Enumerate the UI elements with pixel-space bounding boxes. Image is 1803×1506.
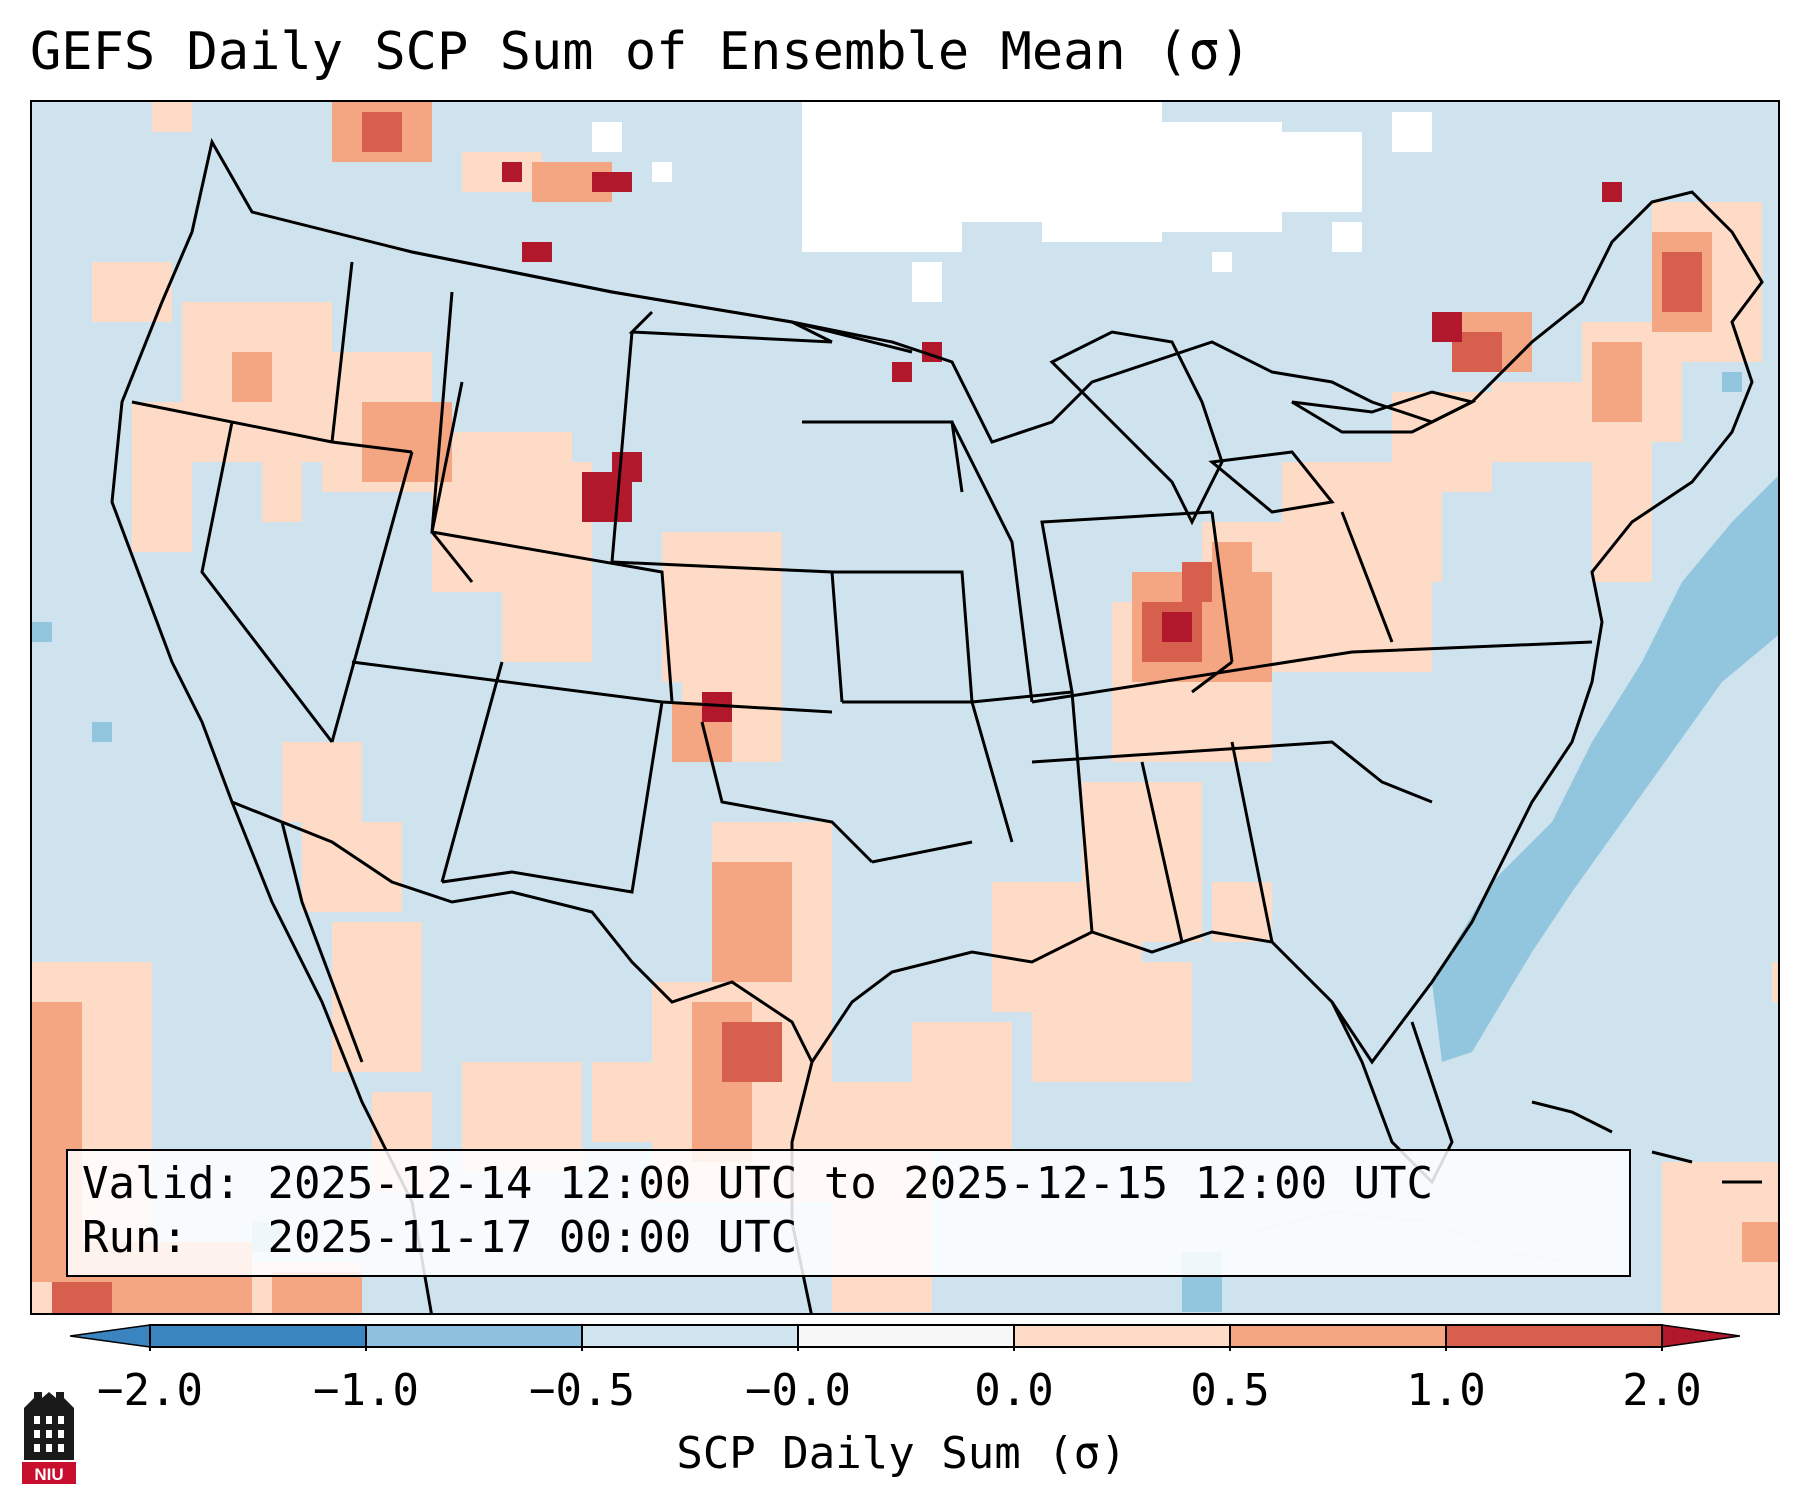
valid-label: Valid: <box>82 1158 241 1209</box>
great-lakes <box>1049 330 1477 526</box>
canada-border <box>411 250 913 354</box>
weak-positive-anomaly <box>32 102 1778 1313</box>
run-label: Run: <box>82 1212 188 1263</box>
colorbar-tick-label: −2.0 <box>97 1365 203 1416</box>
niu-logo: NIU <box>22 1392 76 1484</box>
near-zero-region <box>592 102 1432 302</box>
map-panel[interactable] <box>30 100 1780 1315</box>
colorbar-segment-5 <box>1014 1325 1230 1347</box>
colorbar-segment-3 <box>582 1325 798 1347</box>
valid-run-info-box: Valid: 2025-12-14 12:00 UTC to 2025-12-1… <box>66 1149 1631 1277</box>
colorbar-label: SCP Daily Sum (σ) <box>676 1428 1127 1479</box>
colorbar-tick-label: 1.0 <box>1406 1365 1486 1416</box>
colorbar-tick-label: 0.0 <box>974 1365 1054 1416</box>
colorbar-tick-label: −1.0 <box>313 1365 419 1416</box>
colorbar-segment-2 <box>366 1325 582 1347</box>
baja <box>280 821 364 1063</box>
colorbar-high-extend <box>1661 1324 1740 1348</box>
colorbar-low-extend <box>70 1324 151 1348</box>
map-canvas <box>32 102 1778 1313</box>
colorbar-segment-1 <box>150 1325 366 1347</box>
us-outline <box>110 137 1764 1065</box>
chart-title: GEFS Daily SCP Sum of Ensemble Mean (σ) <box>30 22 1251 82</box>
state-lines-central <box>791 320 1593 943</box>
colorbar-segment-4 <box>798 1325 1014 1347</box>
colorbar-tick-label: 0.5 <box>1190 1365 1270 1416</box>
colorbar <box>70 1324 1740 1351</box>
extreme-positive-anomaly <box>502 162 1622 722</box>
colorbar-segment-6 <box>1230 1325 1446 1347</box>
caribbean-islands <box>1531 1100 1762 1184</box>
logo-text: NIU <box>34 1465 63 1484</box>
colorbar-segment-7 <box>1446 1325 1662 1347</box>
run-value: 2025-11-17 00:00 UTC <box>267 1212 798 1263</box>
colorbar-tick-label: −0.0 <box>745 1365 851 1416</box>
valid-value: 2025-12-14 12:00 UTC to 2025-12-15 12:00… <box>267 1158 1434 1209</box>
colorbar-tick-label: 2.0 <box>1622 1365 1702 1416</box>
colorbar-tick-label: −0.5 <box>529 1365 635 1416</box>
